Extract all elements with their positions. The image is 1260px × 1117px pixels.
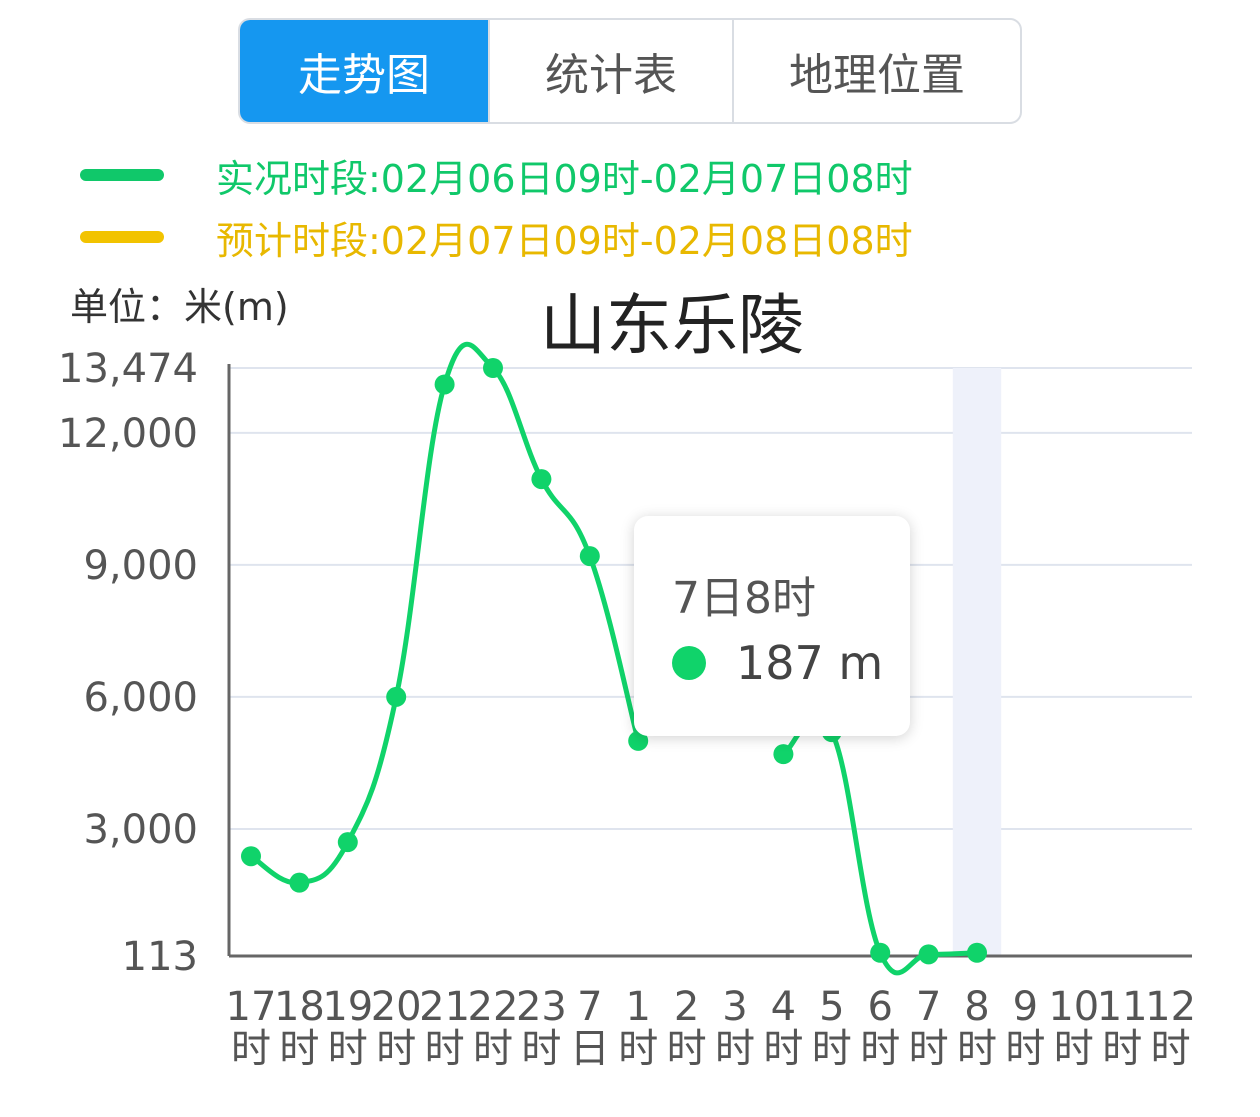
x-tick-label-unit: 时 xyxy=(667,1026,707,1072)
x-tick-label: 20 xyxy=(371,984,422,1030)
data-point xyxy=(967,942,987,963)
x-tick-label: 8 xyxy=(964,984,989,1030)
x-tick-label-unit: 时 xyxy=(279,1026,319,1072)
x-tick-label-unit: 日 xyxy=(570,1026,610,1072)
x-tick-label: 3 xyxy=(722,984,747,1030)
x-tick-label-unit: 时 xyxy=(1102,1026,1142,1072)
x-tick-label-unit: 时 xyxy=(1151,1026,1191,1072)
y-tick-label: 13,474 xyxy=(58,346,198,392)
x-tick-label-unit: 时 xyxy=(521,1026,561,1072)
x-tick-label: 22 xyxy=(468,984,519,1030)
x-tick-label-unit: 时 xyxy=(812,1026,852,1072)
x-tick-label: 10 xyxy=(1048,984,1099,1030)
x-tick-label-unit: 时 xyxy=(231,1026,271,1072)
x-tick-label-unit: 时 xyxy=(425,1026,465,1072)
x-tick-label: 5 xyxy=(819,984,844,1030)
legend-observed: 实况时段:02月06日09时-02月07日08时 xyxy=(80,150,913,201)
x-tick-label-unit: 时 xyxy=(957,1026,997,1072)
x-tick-label-unit: 时 xyxy=(1005,1026,1045,1072)
x-tick-label: 21 xyxy=(419,984,470,1030)
x-tick-label: 11 xyxy=(1097,984,1148,1030)
y-tick-label: 9,000 xyxy=(83,543,198,589)
data-point xyxy=(337,832,358,853)
data-tooltip: 7日8时 187 m xyxy=(634,516,910,736)
x-tick-label: 4 xyxy=(771,984,796,1030)
highlight-band xyxy=(952,368,1002,956)
chart-title: 山东乐陵 xyxy=(540,287,804,364)
legend-swatch-observed xyxy=(80,169,164,181)
x-tick-label: 12 xyxy=(1145,984,1196,1030)
y-tick-label: 6,000 xyxy=(83,675,198,721)
x-tick-label: 9 xyxy=(1013,984,1038,1030)
data-point xyxy=(628,730,649,751)
x-tick-label-unit: 时 xyxy=(715,1026,755,1072)
tab-statistics-table[interactable]: 统计表 xyxy=(488,20,732,122)
x-tick-label-unit: 时 xyxy=(618,1026,658,1072)
x-tick-label-unit: 时 xyxy=(1054,1026,1094,1072)
x-tick-label-unit: 时 xyxy=(763,1026,803,1072)
highlight-layer xyxy=(952,368,1002,956)
data-point xyxy=(289,872,310,893)
tooltip-title: 7日8时 xyxy=(672,573,816,624)
y-tick-label: 113 xyxy=(122,934,198,980)
tooltip-series-dot xyxy=(672,646,706,680)
legend-forecast: 预计时段:02月07日09时-02月08日08时 xyxy=(80,212,913,263)
data-point xyxy=(434,374,455,395)
x-tick-label-unit: 时 xyxy=(376,1026,416,1072)
x-tick-labels: 17时18时19时20时21时22时23时7日1时2时3时4时5时6时7时8时9… xyxy=(226,984,1197,1072)
series-line xyxy=(248,341,641,886)
data-point xyxy=(483,358,503,378)
data-point xyxy=(870,942,891,963)
data-point xyxy=(386,686,407,707)
x-tick-label: 19 xyxy=(322,984,373,1030)
legend-text-observed: 实况时段:02月06日09时-02月07日08时 xyxy=(216,156,913,201)
x-tick-label: 7 xyxy=(916,984,941,1030)
y-tick-label: 3,000 xyxy=(83,807,198,853)
data-point xyxy=(918,944,939,965)
y-tick-label: 12,000 xyxy=(58,411,198,457)
x-tick-label: 17 xyxy=(226,984,277,1030)
x-tick-label-unit: 时 xyxy=(473,1026,513,1072)
tab-trend-chart[interactable]: 走势图 xyxy=(240,20,488,122)
x-tick-label-unit: 时 xyxy=(860,1026,900,1072)
axis-layer xyxy=(227,364,1192,958)
data-point xyxy=(773,744,794,765)
legend-swatch-forecast xyxy=(80,231,164,243)
series-line xyxy=(780,715,980,976)
tab-bar: 走势图 统计表 地理位置 xyxy=(238,18,1022,124)
x-tick-label: 6 xyxy=(867,984,892,1030)
y-tick-labels: 113 3,000 6,000 9,000 12,000 13,474 xyxy=(58,346,198,980)
x-tick-label-unit: 时 xyxy=(328,1026,368,1072)
unit-label: 单位：米(m) xyxy=(70,285,289,329)
x-tick-label-unit: 时 xyxy=(909,1026,949,1072)
data-point xyxy=(531,469,552,490)
series-layer xyxy=(241,341,987,976)
x-tick-label: 2 xyxy=(674,984,699,1030)
legend-text-forecast: 预计时段:02月07日09时-02月08日08时 xyxy=(216,218,913,263)
tab-geo-location[interactable]: 地理位置 xyxy=(732,20,1020,122)
x-tick-label: 18 xyxy=(274,984,325,1030)
data-point xyxy=(241,846,261,867)
data-point xyxy=(579,546,600,567)
x-tick-label: 1 xyxy=(625,984,650,1030)
tooltip-value: 187 m xyxy=(736,636,884,690)
x-tick-label: 23 xyxy=(516,984,567,1030)
x-tick-label: 7 xyxy=(577,984,602,1030)
